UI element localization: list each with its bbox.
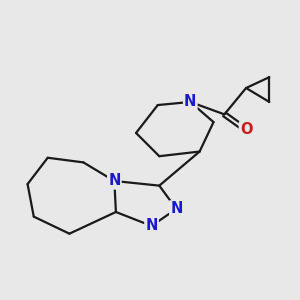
Text: O: O xyxy=(240,122,252,137)
Text: N: N xyxy=(170,201,182,216)
Text: N: N xyxy=(184,94,196,110)
Text: N: N xyxy=(146,218,158,233)
Text: N: N xyxy=(108,173,121,188)
